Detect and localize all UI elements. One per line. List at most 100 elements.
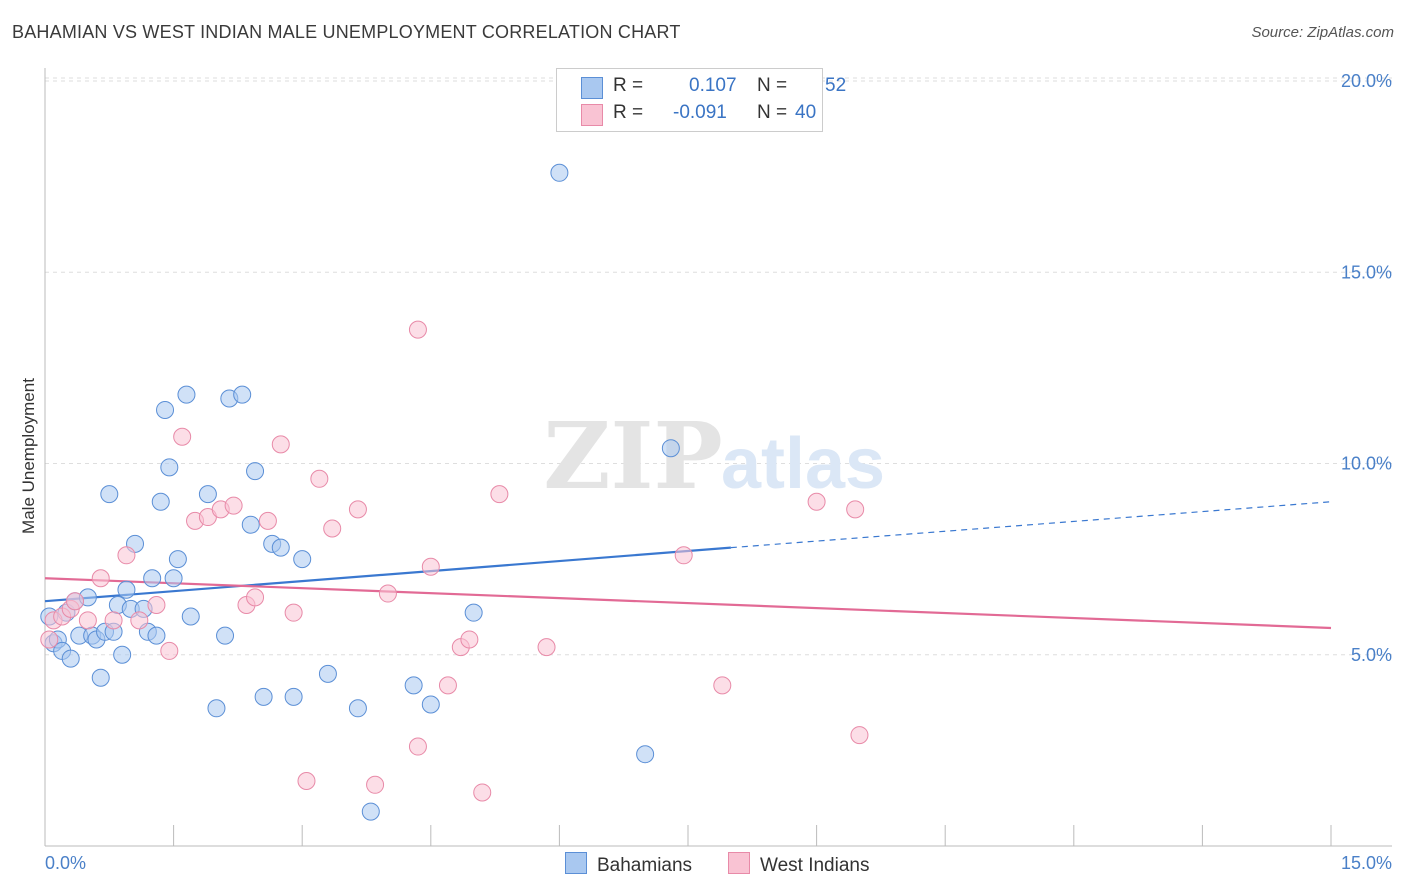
west-indian-point — [807, 492, 826, 511]
west-indian-point — [438, 676, 457, 695]
n-value: 40 — [795, 102, 817, 123]
legend-swatch-pink — [728, 852, 750, 874]
tick-labels: 5.0% 10.0% 15.0% 20.0% 0.0% 15.0% — [45, 71, 1392, 873]
watermark-atlas: atlas — [721, 424, 885, 504]
bahamian-point — [361, 802, 380, 821]
legend-swatch-blue — [565, 852, 587, 874]
source-label: Source: ZipAtlas.com — [1251, 24, 1394, 41]
y-tick-label: 15.0% — [1341, 262, 1392, 282]
bahamian-point — [61, 649, 80, 668]
bahamian-point — [293, 550, 312, 569]
west-indian-point — [674, 546, 693, 565]
bahamian-point — [117, 580, 136, 599]
bahamian-point — [156, 400, 175, 419]
bahamian-point — [143, 569, 162, 588]
x-tick-label: 15.0% — [1341, 853, 1392, 873]
west-indian-point — [40, 630, 59, 649]
bahamian-point — [164, 569, 183, 588]
bahamian-point — [113, 645, 132, 664]
bahamian-point — [233, 385, 252, 404]
y-tick-label: 5.0% — [1351, 645, 1392, 665]
bahamian-point — [464, 603, 483, 622]
west-indian-point — [117, 546, 136, 565]
west-indian-point — [258, 511, 277, 530]
west-indian-point — [421, 557, 440, 576]
trend-lines — [44, 501, 1332, 630]
west-indian-point — [130, 611, 149, 630]
data-points — [40, 163, 869, 821]
bahamian-point — [246, 462, 265, 481]
bahamian-point — [404, 676, 423, 695]
bahamian-point — [147, 626, 166, 645]
west-indian-point — [366, 775, 385, 794]
west-indian-point — [147, 596, 166, 615]
x-tick-label: 0.0% — [45, 853, 86, 873]
y-tick-label: 20.0% — [1341, 71, 1392, 91]
bahamian-point — [348, 699, 367, 718]
west-indian-point — [297, 771, 316, 790]
bahamian-point — [91, 668, 110, 687]
axes — [44, 68, 1392, 847]
legend-swatch-pink — [581, 104, 603, 126]
watermark-zip: ZIP — [543, 402, 722, 510]
west-indian-trend-line — [44, 577, 1332, 630]
bahamian-point — [168, 550, 187, 569]
chart-title: BAHAMIAN VS WEST INDIAN MALE UNEMPLOYMEN… — [12, 22, 681, 42]
correlation-legend: R = 0.107 N = 52 R = -0.091 N = 40 — [556, 68, 846, 132]
n-value: 52 — [825, 75, 847, 96]
west-indian-point — [408, 320, 427, 339]
west-indian-point — [78, 611, 97, 630]
r-label: R = — [613, 75, 644, 96]
bahamian-point — [421, 695, 440, 714]
west-indian-point — [91, 569, 110, 588]
west-indian-point — [378, 584, 397, 603]
bahamian-point — [198, 485, 217, 504]
bahamian-trend-extension — [730, 501, 1332, 549]
legend-swatch-blue — [581, 77, 603, 99]
series-legend-bahamians: Bahamians — [565, 852, 692, 877]
series-legend-west-indians: West Indians — [728, 852, 869, 877]
bahamian-point — [636, 745, 655, 764]
west-indian-point — [310, 469, 329, 488]
west-indian-point — [104, 611, 123, 630]
west-indian-point — [271, 435, 290, 454]
bahamian-point — [160, 458, 179, 477]
bahamian-point — [241, 515, 260, 534]
west-indian-point — [460, 630, 479, 649]
west-indian-point — [490, 485, 509, 504]
bahamian-point — [207, 699, 226, 718]
west-indian-point — [408, 737, 427, 756]
r-label: R = — [613, 102, 644, 123]
n-label: N = — [757, 75, 788, 96]
r-value: -0.091 — [673, 102, 727, 123]
bahamian-point — [284, 687, 303, 706]
west-indian-point — [246, 588, 265, 607]
west-indian-point — [160, 641, 179, 660]
west-indian-point — [323, 519, 342, 538]
west-indian-point — [66, 592, 85, 611]
bahamian-point — [271, 538, 290, 557]
west-indian-point — [846, 500, 865, 519]
bahamian-point — [550, 163, 569, 182]
west-indian-point — [284, 603, 303, 622]
bahamian-point — [318, 664, 337, 683]
r-value: 0.107 — [689, 75, 737, 96]
bahamian-point — [661, 439, 680, 458]
west-indian-point — [537, 638, 556, 657]
west-indian-point — [348, 500, 367, 519]
west-indian-point — [473, 783, 492, 802]
bahamian-trend-line — [44, 546, 731, 603]
watermark: ZIP atlas — [543, 402, 885, 510]
west-indian-point — [850, 726, 869, 745]
bahamian-point — [177, 385, 196, 404]
y-axis-label: Male Unemployment — [19, 378, 38, 534]
bahamian-point — [216, 626, 235, 645]
grid-lines — [45, 77, 1392, 656]
west-indian-point — [173, 427, 192, 446]
n-label: N = — [757, 102, 788, 123]
bahamian-point — [100, 485, 119, 504]
west-indian-point — [224, 496, 243, 515]
series-name: West Indians — [760, 855, 870, 876]
bahamian-point — [181, 607, 200, 626]
